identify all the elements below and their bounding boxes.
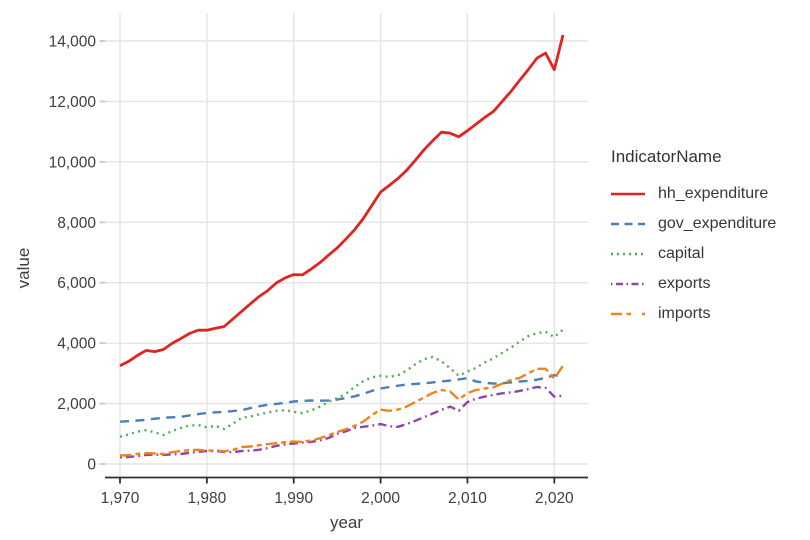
y-tick-label: 14,000 bbox=[49, 33, 97, 50]
x-tick-label: 2,020 bbox=[535, 490, 574, 507]
legend-key-icon bbox=[611, 252, 645, 256]
legend-item-hh_expenditure: hh_expenditure bbox=[611, 179, 776, 209]
x-tick-label: 1,990 bbox=[274, 490, 313, 507]
legend-key-icon bbox=[611, 282, 645, 286]
legend-item-label: hh_expenditure bbox=[658, 185, 769, 202]
series-line-hh_expenditure bbox=[119, 34, 565, 368]
legend-item-imports: imports bbox=[611, 299, 776, 329]
series-line-exports bbox=[119, 385, 564, 459]
legend-key-icon bbox=[611, 312, 645, 316]
x-tick-label: 2,010 bbox=[448, 490, 487, 507]
y-tick-label: 8,000 bbox=[57, 215, 96, 232]
legend-item-gov_expenditure: gov_expenditure bbox=[611, 209, 776, 239]
legend-item-label: exports bbox=[658, 275, 711, 292]
y-tick-label: 12,000 bbox=[49, 94, 97, 111]
legend: IndicatorName hh_expenditure gov_expendit… bbox=[611, 147, 776, 329]
y-tick-label: 4,000 bbox=[57, 336, 96, 353]
legend-key-icon bbox=[611, 222, 645, 226]
y-tick-label: 6,000 bbox=[57, 275, 96, 292]
x-tick-label: 1,970 bbox=[101, 490, 140, 507]
legend-item-label: imports bbox=[658, 305, 711, 322]
x-tick-label: 1,980 bbox=[187, 490, 226, 507]
y-tick-label: 10,000 bbox=[49, 154, 97, 171]
legend-item-exports: exports bbox=[611, 269, 776, 299]
legend-title: IndicatorName bbox=[611, 147, 722, 166]
x-axis-title: year bbox=[329, 513, 364, 532]
legend-key-icon bbox=[611, 192, 645, 196]
series-line-capital bbox=[119, 328, 564, 438]
series-line-gov_expenditure bbox=[119, 374, 564, 423]
x-tick-label: 2,000 bbox=[361, 490, 400, 507]
series-line-imports bbox=[119, 365, 564, 457]
legend-item-label: capital bbox=[658, 245, 705, 262]
y-tick-label: 0 bbox=[87, 457, 96, 474]
y-axis-title: value bbox=[14, 247, 33, 289]
legend-item-capital: capital bbox=[611, 239, 776, 269]
legend-item-label: gov_expenditure bbox=[658, 215, 777, 232]
y-tick-label: 2,000 bbox=[57, 396, 96, 413]
